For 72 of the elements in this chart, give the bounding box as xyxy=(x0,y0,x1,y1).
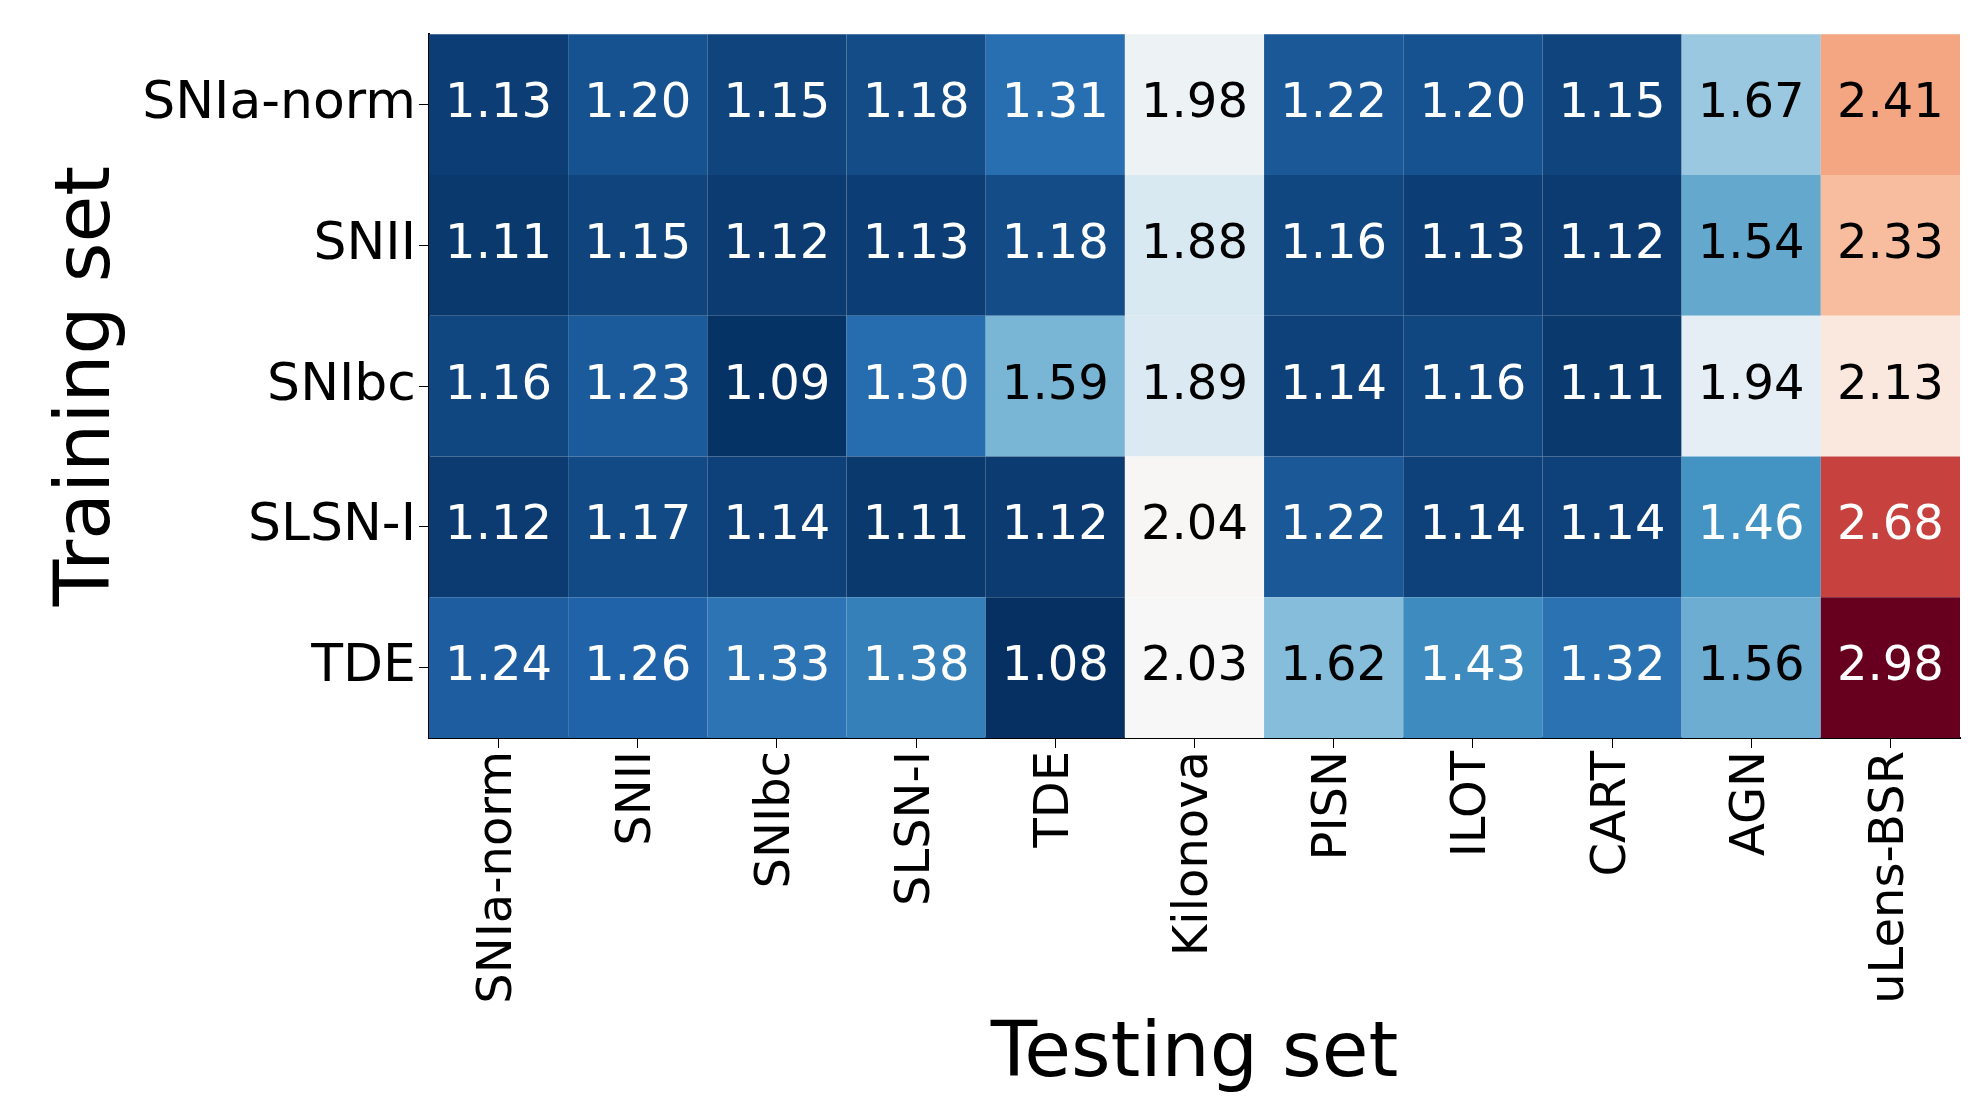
x-tick-label: uLens-BSR xyxy=(1857,751,1914,1004)
data-label: 1.13 xyxy=(445,72,552,129)
data-label: 1.14 xyxy=(1419,494,1527,551)
y-tick-label: SNIbc xyxy=(267,351,416,412)
data-label: 1.16 xyxy=(1280,212,1388,269)
data-label: 1.22 xyxy=(1280,72,1388,129)
data-label: 1.14 xyxy=(1280,353,1388,410)
y-tick-label: TDE xyxy=(310,633,416,694)
data-label: 1.33 xyxy=(723,635,831,692)
data-label: 1.24 xyxy=(445,635,552,692)
data-label: 1.12 xyxy=(445,494,552,551)
data-label: 1.23 xyxy=(584,353,692,410)
data-label: 1.11 xyxy=(445,212,552,269)
data-label: 1.11 xyxy=(1558,353,1666,410)
data-label: 1.13 xyxy=(1419,212,1527,269)
data-label: 1.15 xyxy=(584,212,692,269)
data-label: 1.43 xyxy=(1419,635,1527,692)
data-label: 1.09 xyxy=(723,353,831,410)
y-tick-label: SNII xyxy=(313,210,416,271)
data-label: 1.13 xyxy=(862,212,970,269)
data-label: 1.22 xyxy=(1280,494,1388,551)
y-axis-title: Training set xyxy=(38,166,128,608)
data-label: 1.15 xyxy=(1558,72,1666,129)
x-tick-label: PISN xyxy=(1301,751,1358,861)
x-tick-label: Kilonova xyxy=(1161,751,1218,957)
data-label: 1.67 xyxy=(1697,72,1805,129)
data-label: 1.59 xyxy=(1001,353,1109,410)
x-tick-label: TDE xyxy=(1022,751,1079,849)
data-label: 1.16 xyxy=(445,353,552,410)
x-tick-label: SNII xyxy=(605,751,662,846)
data-label: 1.31 xyxy=(1001,72,1109,129)
x-axis-title: Testing set xyxy=(989,1005,1399,1095)
data-label: 1.30 xyxy=(862,353,970,410)
data-label: 1.62 xyxy=(1280,635,1388,692)
data-label: 2.13 xyxy=(1836,353,1944,410)
data-label: 1.94 xyxy=(1697,353,1805,410)
data-label: 1.38 xyxy=(862,635,970,692)
data-label: 2.41 xyxy=(1836,72,1944,129)
data-label: 2.33 xyxy=(1836,212,1944,269)
data-label: 1.14 xyxy=(723,494,831,551)
data-label: 2.03 xyxy=(1141,635,1248,692)
data-label: 1.12 xyxy=(723,212,831,269)
y-tick-label: SLSN-I xyxy=(247,492,416,553)
data-label: 2.68 xyxy=(1836,494,1944,551)
data-label: 1.89 xyxy=(1141,353,1248,410)
data-label: 1.54 xyxy=(1697,212,1805,269)
data-label: 1.12 xyxy=(1558,212,1666,269)
data-label: 1.98 xyxy=(1141,72,1248,129)
data-label: 1.20 xyxy=(584,72,692,129)
data-label: 1.18 xyxy=(1001,212,1109,269)
data-label: 1.16 xyxy=(1419,353,1527,410)
data-label: 1.56 xyxy=(1697,635,1805,692)
data-label: 1.17 xyxy=(584,494,692,551)
data-label: 1.20 xyxy=(1419,72,1527,129)
y-tick-label: SNIa-norm xyxy=(142,70,416,131)
data-label: 2.98 xyxy=(1836,635,1944,692)
x-tick-label: SNIbc xyxy=(744,751,801,889)
x-tick-label: SLSN-I xyxy=(883,751,940,907)
data-label: 1.15 xyxy=(723,72,831,129)
data-label: 1.14 xyxy=(1558,494,1666,551)
data-label: 1.12 xyxy=(1001,494,1109,551)
data-label: 1.32 xyxy=(1558,635,1666,692)
data-label: 1.18 xyxy=(862,72,970,129)
data-label: 1.26 xyxy=(584,635,692,692)
data-label: 1.46 xyxy=(1697,494,1805,551)
data-label: 2.04 xyxy=(1141,494,1248,551)
x-tick-label: CART xyxy=(1579,750,1636,877)
x-tick-label: ILOT xyxy=(1440,750,1497,858)
data-label: 1.08 xyxy=(1001,635,1109,692)
x-tick-label: AGN xyxy=(1718,751,1775,857)
data-label: 1.11 xyxy=(862,494,970,551)
data-label: 1.88 xyxy=(1141,212,1248,269)
